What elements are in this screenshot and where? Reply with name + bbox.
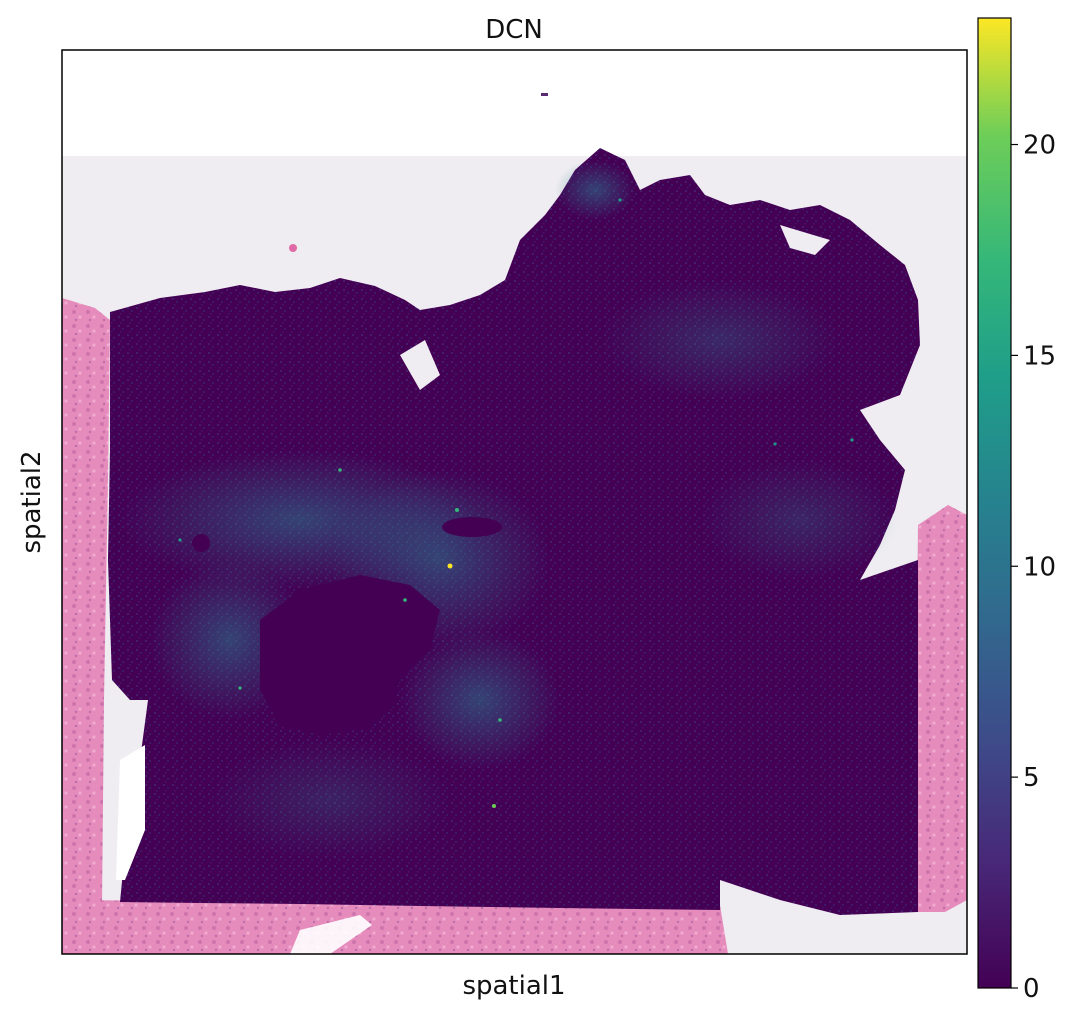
histology-tissue-right (912, 505, 967, 912)
histology-white-gap (290, 915, 372, 954)
colorbar-tick-label: 10 (1023, 552, 1056, 582)
axes-frame (61, 49, 968, 955)
chart-title: DCN (485, 15, 543, 45)
low-expression-spot (192, 534, 210, 552)
low-expression-lumen (260, 575, 440, 735)
tissue-gap (116, 745, 145, 880)
colorbar-tick-label: 15 (1023, 341, 1056, 371)
histology-speck (289, 244, 297, 252)
colorbar: 0 5 10 15 20 (977, 17, 1056, 1004)
low-expression-spot (442, 517, 502, 537)
colorbar-frame (977, 17, 1012, 989)
histology-tissue-bottom (62, 900, 728, 954)
plot-area (62, 50, 967, 954)
colorbar-tick-label: 5 (1023, 763, 1040, 793)
colorbar-tick-label: 0 (1023, 974, 1040, 1004)
colorbar-ticks: 0 5 10 15 20 (1011, 131, 1056, 1004)
tissue-gap (400, 340, 440, 390)
tissue-gap (780, 225, 830, 255)
colorbar-gradient (978, 18, 1011, 988)
y-axis-label: spatial2 (17, 450, 47, 553)
histology-speck-top (541, 93, 548, 96)
histology-tissue-left (62, 298, 110, 905)
high-expression-spots (178, 198, 854, 808)
colorbar-tick-label: 20 (1023, 131, 1056, 161)
x-axis-label: spatial1 (462, 971, 565, 1001)
